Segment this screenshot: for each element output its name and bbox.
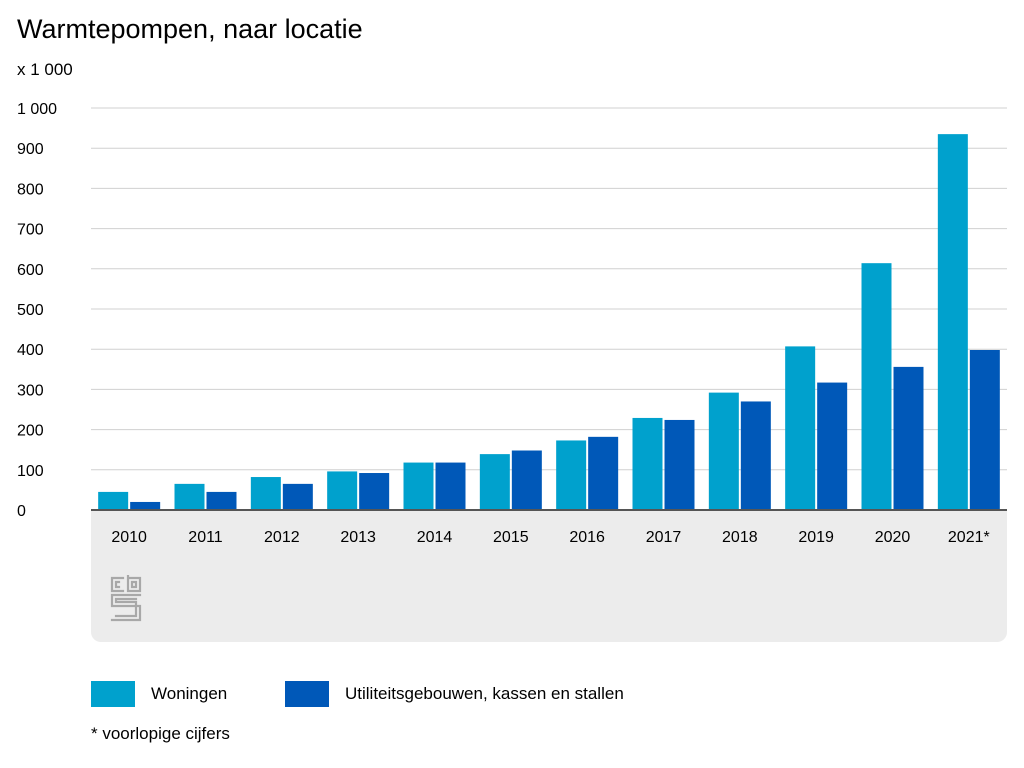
bar-utiliteit [282,483,313,510]
y-tick-label: 0 [17,503,26,520]
bar-woningen [98,491,129,510]
bar-woningen [708,392,739,510]
footnote: * voorlopige cijfers [91,724,230,743]
y-tick-label: 700 [17,222,44,239]
bar-woningen [632,417,663,510]
bar-woningen [250,477,281,510]
bar-utiliteit [740,401,771,510]
bar-utiliteit [130,501,161,510]
x-tick-label: 2020 [875,529,911,546]
x-tick-label: 2013 [340,529,376,546]
x-tick-label: 2011 [188,529,223,546]
bar-woningen [861,263,892,510]
bar-utiliteit [969,350,1000,510]
y-tick-label: 600 [17,262,44,279]
legend-label-utiliteit: Utiliteitsgebouwen, kassen en stallen [345,684,624,703]
y-axis-ticks: 0 100 200 300 400 500 600 700 800 900 1 000 [17,101,57,520]
bar-utiliteit [359,473,390,510]
bar-utiliteit [206,491,237,510]
bar-utiliteit [893,366,924,510]
bar-woningen [174,483,205,510]
y-tick-label: 1 000 [17,101,57,118]
y-tick-label: 200 [17,423,44,440]
x-tick-label: 2010 [111,529,147,546]
y-tick-label: 500 [17,302,44,319]
bar-woningen [327,471,358,510]
y-axis-unit-label: x 1 000 [17,60,73,79]
bar-woningen [556,440,587,510]
legend-swatch-woningen [91,681,135,707]
cbs-logo [110,575,142,622]
x-axis-ticks: 2010 2011 2012 2013 2014 2015 2016 2017 2018 2019… [111,529,989,546]
legend-item-woningen: Woningen [91,681,227,707]
x-tick-label: 2021* [948,529,990,546]
y-tick-label: 800 [17,181,44,198]
bars [98,134,1000,510]
legend-label-woningen: Woningen [151,684,228,703]
x-tick-label: 2014 [417,529,453,546]
y-tick-label: 400 [17,342,44,359]
bar-woningen [937,134,968,510]
x-tick-label: 2017 [646,529,682,546]
bar-woningen [403,462,434,510]
bar-woningen [479,454,510,510]
x-tick-label: 2012 [264,529,300,546]
chart-title: Warmtepompen, naar locatie [17,14,363,44]
x-tick-label: 2015 [493,529,529,546]
bar-woningen [785,346,816,510]
legend-item-utiliteit: Utiliteitsgebouwen, kassen en stallen [285,681,624,707]
gridlines [91,107,1007,471]
legend-swatch-utiliteit [285,681,329,707]
x-tick-label: 2019 [798,529,834,546]
x-tick-label: 2016 [569,529,605,546]
y-tick-label: 100 [17,463,44,480]
y-tick-label: 300 [17,382,44,399]
bar-utiliteit [511,450,542,510]
x-tick-label: 2018 [722,529,758,546]
bar-utiliteit [435,462,466,510]
bar-utiliteit [817,382,848,510]
x-axis-panel [91,511,1007,642]
bar-utiliteit [664,419,695,510]
bar-utiliteit [588,436,619,510]
y-tick-label: 900 [17,141,44,158]
